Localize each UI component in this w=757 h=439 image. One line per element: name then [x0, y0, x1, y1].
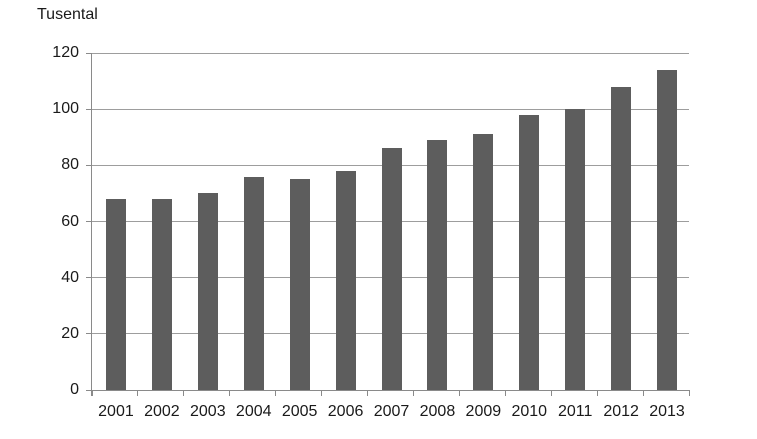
x-tick [412, 390, 414, 396]
x-axis-label: 2008 [419, 403, 456, 420]
bar [289, 179, 310, 390]
x-axis-label: 2013 [649, 403, 685, 420]
y-tick [86, 164, 92, 166]
bar [611, 86, 632, 390]
y-axis-label: 100 [52, 100, 79, 118]
x-axis-label: 2004 [235, 403, 272, 420]
y-tick [86, 108, 92, 110]
x-axis-label: 2010 [511, 403, 548, 420]
x-tick [596, 390, 598, 396]
x-tick [91, 390, 93, 396]
y-axis-label: 20 [61, 324, 79, 342]
gridline [92, 52, 689, 54]
y-axis-title: Tusental [37, 6, 98, 23]
bar [151, 199, 172, 390]
x-tick [275, 390, 277, 396]
bar [381, 148, 402, 390]
x-tick [688, 390, 690, 396]
x-axis-label: 2001 [98, 403, 134, 420]
x-tick [321, 390, 323, 396]
bar [657, 69, 678, 390]
bar [105, 199, 126, 390]
y-tick [86, 277, 92, 279]
x-axis-label: 2006 [327, 403, 364, 420]
x-tick [183, 390, 185, 396]
y-axis-label: 120 [52, 44, 79, 61]
y-tick [86, 52, 92, 54]
x-axis-label: 2012 [603, 403, 639, 420]
gridline [92, 108, 689, 110]
x-tick [229, 390, 231, 396]
y-axis-label: 40 [61, 268, 79, 286]
x-tick [550, 390, 552, 396]
y-axis-label: 0 [70, 381, 79, 398]
y-tick [86, 333, 92, 335]
bar [335, 170, 356, 390]
bar [197, 193, 218, 390]
bar [243, 176, 264, 390]
x-axis-label: 2002 [144, 403, 180, 420]
y-axis-label: 60 [61, 212, 79, 230]
x-axis-label: 2005 [281, 403, 318, 420]
bar [565, 109, 586, 390]
bar [519, 114, 540, 390]
bar [473, 134, 494, 390]
x-axis-label: 2003 [190, 403, 226, 420]
x-axis-label: 2009 [465, 403, 502, 420]
x-axis-label: 2007 [373, 403, 410, 420]
x-axis-label: 2011 [557, 403, 593, 420]
y-tick [86, 221, 92, 222]
y-axis-line [91, 53, 92, 396]
bar [427, 140, 448, 390]
x-tick [504, 390, 506, 396]
y-axis-label: 80 [61, 156, 79, 174]
x-axis-line [92, 389, 690, 391]
x-tick [367, 390, 369, 396]
x-tick [137, 390, 139, 396]
x-tick [642, 390, 644, 396]
x-tick [458, 390, 460, 396]
y-tick [86, 389, 92, 391]
